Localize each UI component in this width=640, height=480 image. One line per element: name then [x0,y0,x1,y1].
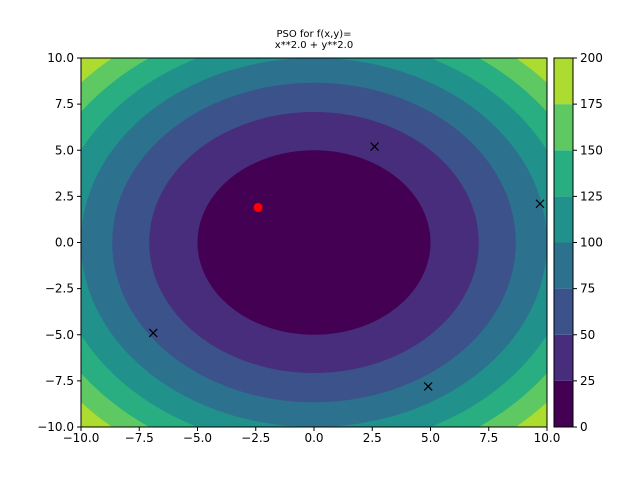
y-tick-label: −7.5 [45,374,74,388]
colorbar-tick-label: 25 [580,374,595,388]
markers [148,142,545,391]
colorbar-tick-label: 125 [580,189,603,203]
x-tick-label: −10.0 [63,431,100,445]
y-tick-label: 0.0 [55,236,74,250]
x-tick-label: −2.5 [241,431,270,445]
particle-marker [148,328,158,338]
x-tick-label: 10.0 [534,431,561,445]
x-tick-label: 2.5 [363,431,382,445]
colorbar-tick-label: 200 [580,51,603,65]
colorbar-tick-label: 50 [580,328,595,342]
x-tick-label: 0.0 [304,431,323,445]
colorbar-tick-label: 150 [580,143,603,157]
colorbar-segment [554,196,573,243]
colorbar-segment [554,380,573,427]
x-tick-label: −5.0 [183,431,212,445]
x-tick-label: −7.5 [125,431,154,445]
colorbar-segment [554,242,573,289]
x-tick-label: 7.5 [479,431,498,445]
y-tick-label: 2.5 [55,189,74,203]
y-tick-label: 10.0 [47,51,74,65]
colorbar-segment [554,104,573,151]
colorbar-tick-label: 75 [580,282,595,296]
chart-title-line2: x**2.0 + y**2.0 [275,40,353,51]
particle-marker [535,199,545,209]
y-tick-label: 7.5 [55,97,74,111]
colorbar-segment [554,58,573,105]
y-tick-label: 5.0 [55,143,74,157]
particle-marker [423,381,433,391]
y-tick-label: −10.0 [37,420,74,434]
contour-band [197,150,431,335]
y-tick-label: −5.0 [45,328,74,342]
x-axis: −10.0 −7.5 −5.0 −2.5 0.0 2.5 5.0 7.5 10.0 [63,427,561,445]
colorbar-tick-label: 100 [580,236,603,250]
y-axis: −10.0 −7.5 −5.0 −2.5 0.0 2.5 5.0 7.5 10.0 [37,51,81,434]
colorbar-tick-label: 0 [580,420,588,434]
colorbar: 0 25 50 75 100 125 150 175 200 [553,51,603,434]
chart-title-line1: PSO for f(x,y)= [276,29,351,40]
y-tick-label: −2.5 [45,282,74,296]
colorbar-segment [554,150,573,197]
x-tick-label: 5.0 [421,431,440,445]
colorbar-segment [554,288,573,335]
colorbar-segment [554,334,573,381]
particle-marker [370,142,380,151]
best-position-marker [253,202,263,212]
colorbar-tick-label: 175 [580,97,603,111]
